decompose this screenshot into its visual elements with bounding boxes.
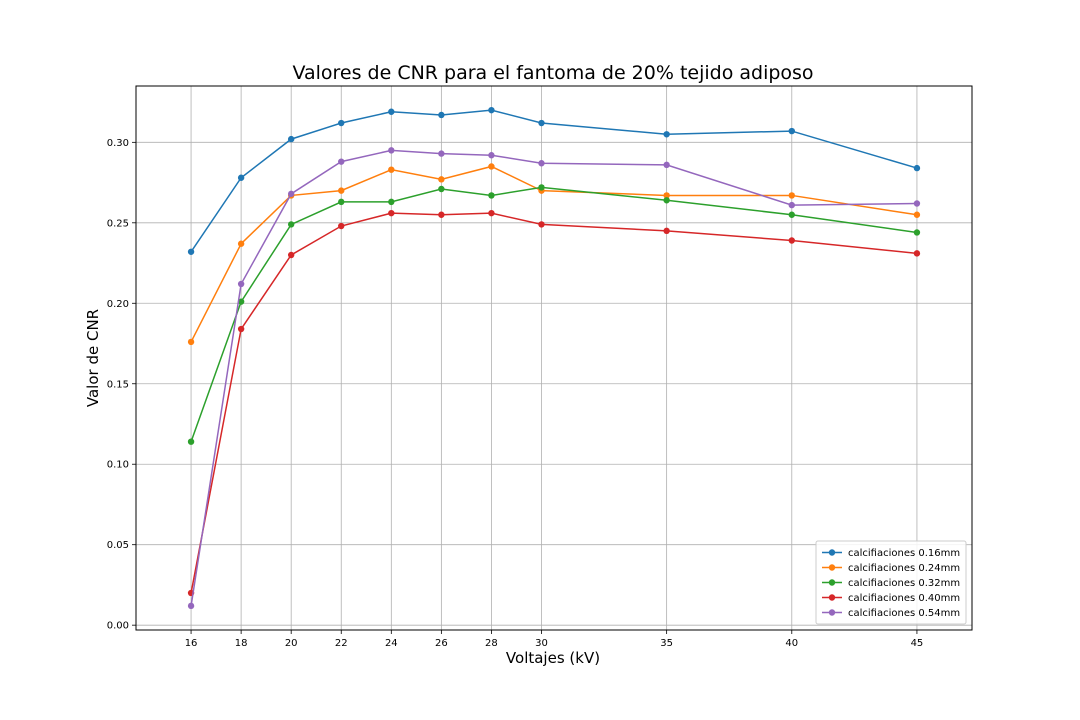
- plot-frame: [135, 85, 973, 631]
- x-tick-label: 40: [785, 638, 798, 649]
- legend-label: calcifiaciones 0.54mm: [848, 608, 960, 619]
- data-point: [438, 176, 445, 183]
- legend-swatch-marker: [828, 579, 836, 586]
- data-point: [663, 192, 670, 199]
- grid-layer: [136, 86, 972, 630]
- legend-swatch-marker: [828, 594, 836, 601]
- data-point: [788, 201, 795, 209]
- series-3: [187, 209, 921, 597]
- legend-swatch-marker: [828, 609, 836, 616]
- series-2: [187, 184, 921, 445]
- legend-entry: calcifiaciones 0.16mm: [822, 548, 960, 559]
- data-point: [538, 221, 545, 228]
- series-0: [187, 106, 921, 255]
- data-point: [788, 237, 795, 244]
- data-point: [488, 209, 495, 217]
- data-point: [338, 119, 345, 127]
- data-point: [287, 251, 295, 259]
- data-point: [388, 198, 395, 206]
- y-tick-label: 0.20: [107, 299, 129, 310]
- legend-swatch-marker: [828, 564, 836, 571]
- data-point: [187, 338, 195, 346]
- data-point: [338, 187, 345, 194]
- x-tick-label: 24: [385, 638, 398, 649]
- data-point: [913, 250, 921, 257]
- y-axis-label: Valor de CNR: [84, 309, 102, 407]
- x-tick-label: 35: [660, 638, 673, 649]
- x-tick-label: 16: [185, 638, 198, 649]
- data-point: [237, 240, 245, 247]
- legend-entry: calcifiaciones 0.32mm: [822, 578, 960, 589]
- data-point: [538, 160, 545, 167]
- x-tick-label: 45: [911, 638, 924, 649]
- x-tick-label: 18: [235, 638, 248, 649]
- legend-label: calcifiaciones 0.24mm: [848, 563, 960, 574]
- x-axis-label: Voltajes (kV): [506, 649, 600, 667]
- data-point: [237, 298, 245, 305]
- data-point: [538, 119, 545, 127]
- chart-title: Valores de CNR para el fantoma de 20% te…: [292, 62, 813, 84]
- legend-box: [815, 540, 967, 625]
- x-tick-label: 26: [435, 638, 448, 649]
- data-point: [538, 184, 545, 191]
- y-tick-label: 0.10: [107, 460, 129, 471]
- data-point: [338, 222, 345, 230]
- data-point: [438, 111, 445, 119]
- data-point: [237, 174, 245, 181]
- series-4: [187, 147, 921, 610]
- legend-swatch-marker: [828, 549, 836, 556]
- legend-label: calcifiaciones 0.40mm: [848, 593, 960, 604]
- data-point: [338, 158, 345, 165]
- y-tick-label: 0.00: [107, 621, 129, 632]
- data-point: [388, 209, 395, 217]
- legend: calcifiaciones 0.16mm calcifiaciones 0.24…: [815, 540, 967, 625]
- data-point: [913, 164, 921, 172]
- y-tick-label: 0.30: [107, 138, 129, 149]
- legend-entry: calcifiaciones 0.40mm: [822, 593, 960, 604]
- data-point: [663, 161, 670, 169]
- data-point: [338, 198, 345, 206]
- data-point: [388, 108, 395, 115]
- data-point: [438, 185, 445, 193]
- legend-entry: calcifiaciones 0.54mm: [822, 608, 960, 619]
- y-tick-label: 0.25: [107, 218, 129, 229]
- series-layer: [187, 106, 921, 610]
- data-point: [388, 166, 395, 173]
- data-point: [187, 248, 195, 255]
- data-point: [187, 438, 195, 445]
- data-point: [438, 211, 445, 218]
- data-point: [237, 325, 245, 333]
- data-point: [187, 602, 195, 610]
- data-point: [913, 211, 921, 218]
- data-point: [913, 200, 921, 207]
- y-tick-label: 0.05: [107, 540, 129, 551]
- legend-label: calcifiaciones 0.32mm: [848, 578, 960, 589]
- data-point: [287, 135, 295, 143]
- data-point: [488, 152, 495, 159]
- data-point: [287, 190, 295, 198]
- y-tick-label: 0.15: [107, 379, 129, 390]
- tick-layer: 16 18 20 22 24 26 28 30 35 40 45 0.00 0.05 0.10 0.15 0.…: [107, 138, 924, 649]
- data-point: [788, 211, 795, 218]
- data-point: [287, 221, 295, 228]
- x-tick-label: 22: [335, 638, 348, 649]
- x-tick-label: 20: [285, 638, 298, 649]
- data-point: [388, 147, 395, 154]
- x-tick-label: 28: [485, 638, 498, 649]
- x-tick-label: 30: [535, 638, 548, 649]
- data-point: [788, 192, 795, 199]
- data-point: [488, 192, 495, 199]
- data-point: [663, 227, 670, 235]
- data-point: [237, 280, 245, 288]
- data-point: [488, 106, 495, 114]
- data-point: [488, 163, 495, 170]
- data-point: [663, 197, 670, 204]
- data-point: [913, 229, 921, 236]
- legend-entry: calcifiaciones 0.24mm: [822, 563, 960, 574]
- data-point: [788, 127, 795, 135]
- legend-label: calcifiaciones 0.16mm: [848, 548, 960, 559]
- data-point: [438, 150, 445, 157]
- data-point: [663, 131, 670, 138]
